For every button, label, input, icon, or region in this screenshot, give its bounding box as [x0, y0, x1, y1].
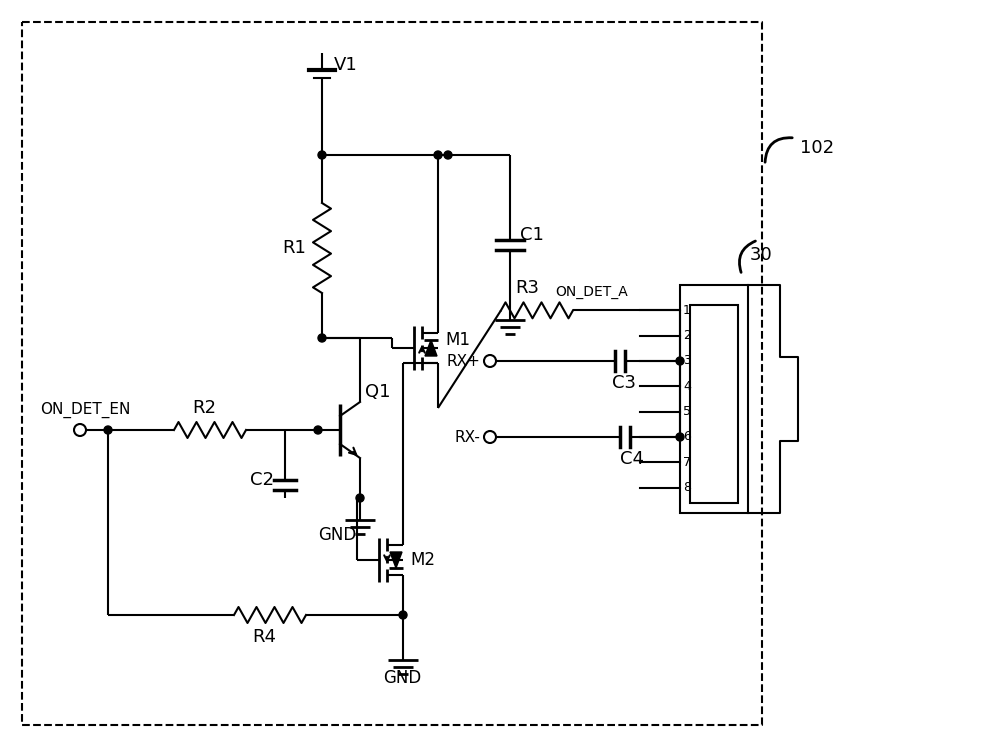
- Text: R3: R3: [515, 279, 539, 297]
- Circle shape: [318, 151, 326, 159]
- Text: R2: R2: [192, 399, 216, 417]
- Text: R1: R1: [282, 239, 306, 257]
- Text: M1: M1: [445, 331, 470, 349]
- Bar: [690, 305, 738, 503]
- Text: 8: 8: [683, 481, 691, 495]
- Text: 2: 2: [683, 329, 691, 342]
- Text: 1: 1: [683, 304, 691, 317]
- Text: R4: R4: [252, 628, 276, 646]
- Polygon shape: [425, 340, 437, 356]
- Polygon shape: [390, 552, 402, 568]
- Text: ON_DET_EN: ON_DET_EN: [40, 402, 130, 418]
- Text: 7: 7: [683, 456, 691, 469]
- Text: 6: 6: [683, 430, 691, 443]
- Circle shape: [399, 611, 407, 619]
- Text: ON_DET_A: ON_DET_A: [555, 285, 628, 299]
- Circle shape: [444, 151, 452, 159]
- Text: Q1: Q1: [365, 383, 391, 401]
- Circle shape: [676, 357, 684, 365]
- Text: RX+: RX+: [446, 353, 480, 368]
- Text: GND: GND: [318, 526, 356, 544]
- Bar: [680, 285, 748, 513]
- Text: V1: V1: [334, 56, 358, 74]
- Circle shape: [318, 334, 326, 342]
- Text: 4: 4: [683, 380, 691, 393]
- Circle shape: [356, 494, 364, 502]
- Circle shape: [434, 151, 442, 159]
- Circle shape: [314, 426, 322, 434]
- Text: M2: M2: [410, 551, 435, 569]
- Text: C2: C2: [250, 471, 274, 489]
- Text: 5: 5: [683, 405, 691, 418]
- Text: 102: 102: [800, 139, 834, 157]
- Text: 3: 3: [683, 355, 691, 368]
- Text: C4: C4: [620, 450, 644, 468]
- Text: RX-: RX-: [454, 430, 480, 445]
- Circle shape: [104, 426, 112, 434]
- Circle shape: [676, 433, 684, 441]
- Text: 30: 30: [750, 246, 772, 264]
- Text: C1: C1: [520, 226, 544, 244]
- Text: GND: GND: [383, 669, 421, 687]
- Text: C3: C3: [612, 374, 636, 392]
